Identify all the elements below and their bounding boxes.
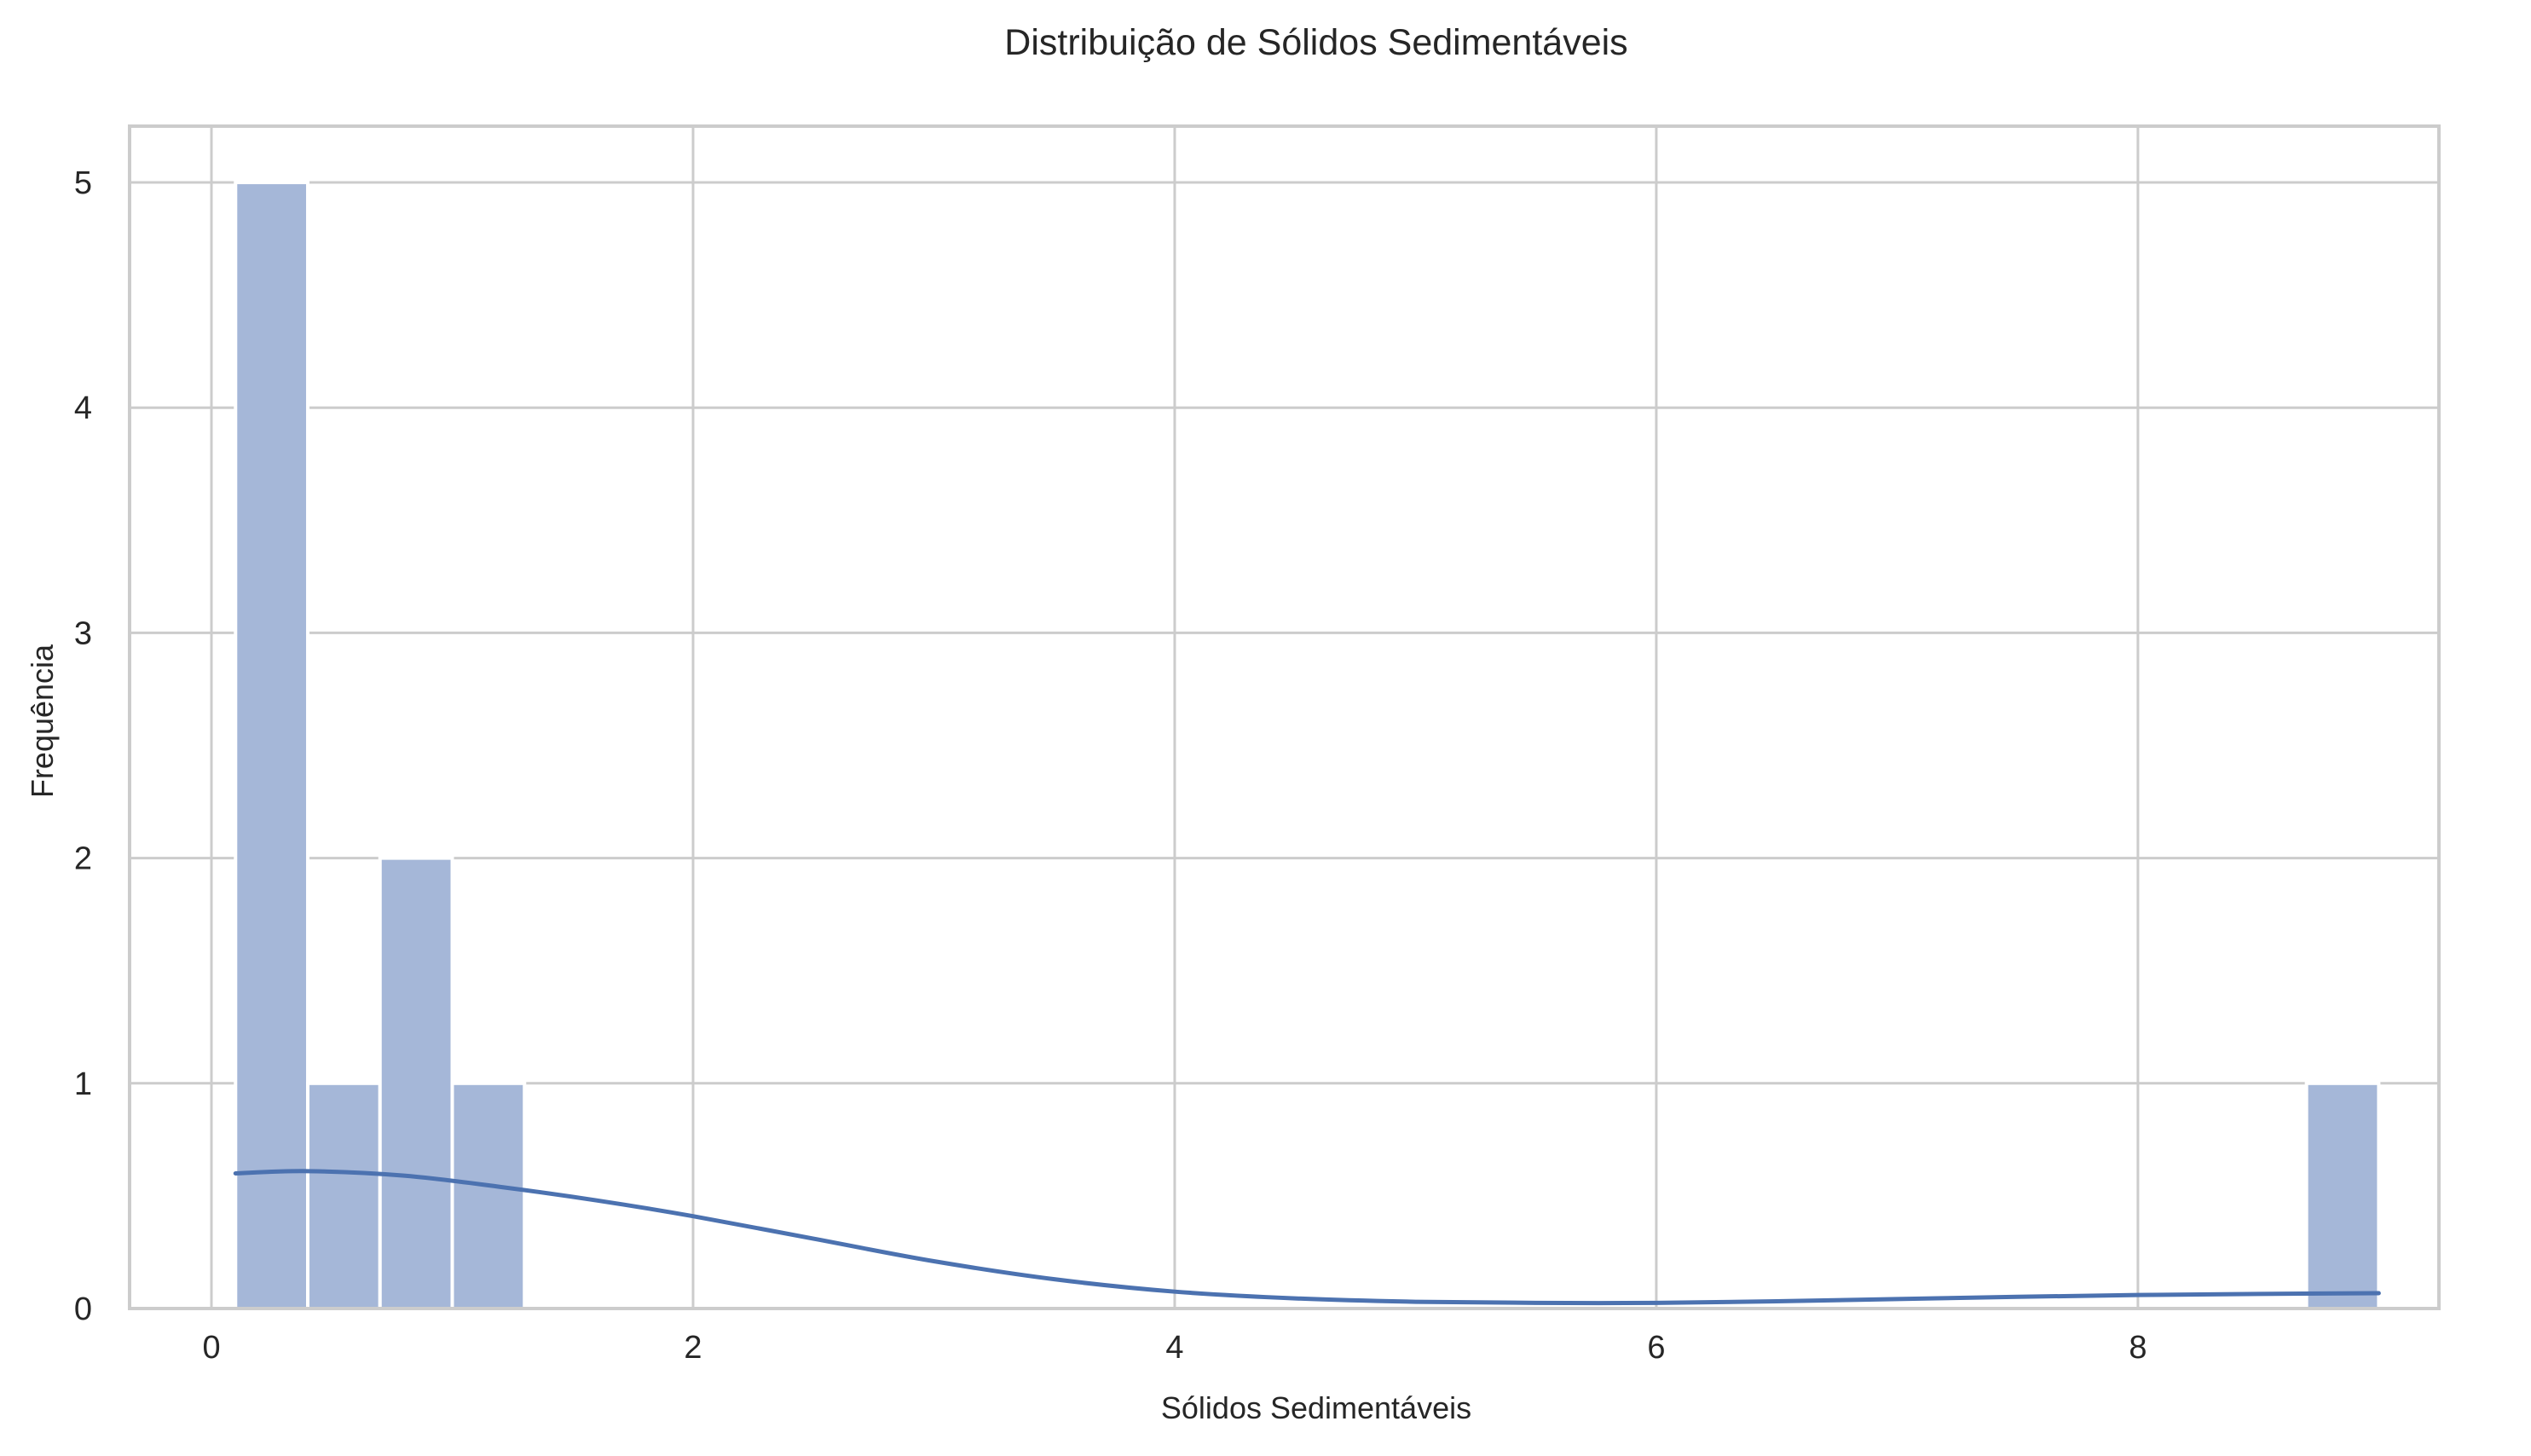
histogram-bar [2304,1081,2381,1311]
y-tick-label: 0 [74,1291,92,1327]
y-tick-label: 3 [74,615,92,651]
x-tick-label: 6 [1647,1330,1665,1366]
x-tick-label: 8 [2129,1330,2147,1366]
y-tick-label: 2 [74,841,92,877]
plot-border [128,124,2441,1310]
kde-line [233,1169,2381,1306]
y-tick-labels: 0 1 2 3 4 5 [74,165,92,1327]
x-tick-label: 2 [684,1330,702,1366]
y-tick-label: 5 [74,165,92,201]
histogram-bar [450,1081,527,1311]
histogram-bar [378,856,454,1310]
histogram-bar [234,181,310,1311]
bars-layer [234,181,2381,1311]
chart-title: Distribuição de Sólidos Sedimentáveis [1004,22,1627,63]
x-axis-label: Sólidos Sedimentáveis [1161,1390,1471,1425]
y-tick-label: 4 [74,390,92,426]
x-tick-label: 0 [202,1330,220,1366]
kde-layer [233,1169,2381,1306]
y-axis-label: Frequência [25,644,60,798]
y-tick-label: 1 [74,1066,92,1102]
x-tick-label: 4 [1165,1330,1183,1366]
plot-frame [128,124,2441,1310]
x-tick-labels: 0 2 4 6 8 [202,1330,2147,1366]
histogram-bar [306,1081,382,1311]
